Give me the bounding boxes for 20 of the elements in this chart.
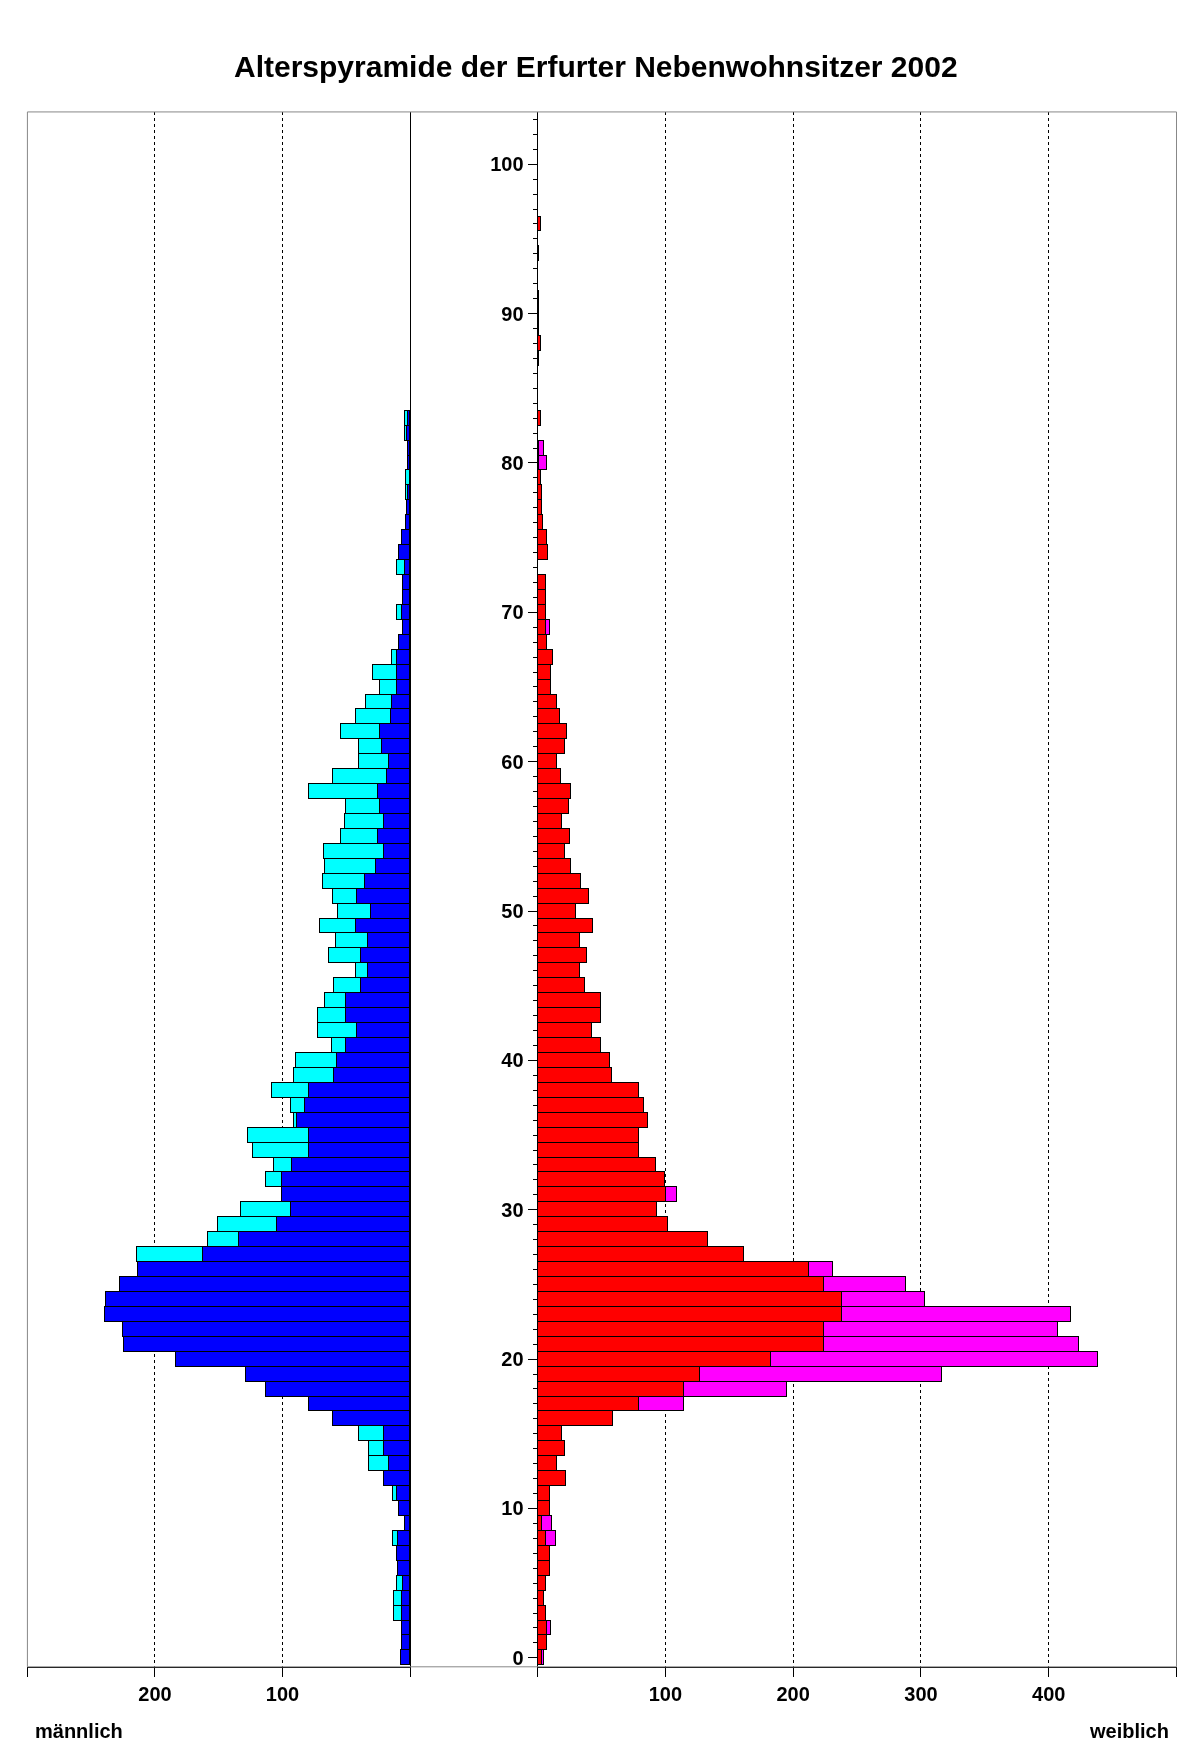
y-tick-label: 40: [501, 1049, 524, 1072]
y-tick-label: 70: [501, 601, 524, 624]
y-tick-label: 90: [501, 302, 524, 325]
x-axis-title: männlich: [35, 1720, 123, 1742]
y-tick-label: 100: [490, 153, 524, 176]
x-tick-label: 100: [265, 1682, 300, 1705]
x-tick-label: 100: [648, 1682, 683, 1705]
y-tick-label: 80: [501, 451, 524, 474]
text: Alterspyramide der Erfurter Nebenwohnsitzer 2002: [234, 50, 958, 83]
x-tick-label: 200: [138, 1682, 172, 1705]
x-tick-label: 200: [776, 1682, 810, 1705]
y-tick-label: 50: [501, 900, 524, 923]
y-tick-label: 10: [501, 1497, 524, 1520]
y-tick-label: 60: [501, 750, 524, 773]
x-axis-title: weiblich: [1089, 1720, 1169, 1742]
y-tick-label: 30: [501, 1198, 524, 1221]
y-tick-label: 0: [512, 1646, 524, 1669]
x-tick-label: 400: [1032, 1682, 1066, 1705]
x-tick-label: 300: [904, 1682, 938, 1705]
y-tick-label: 20: [501, 1348, 524, 1371]
